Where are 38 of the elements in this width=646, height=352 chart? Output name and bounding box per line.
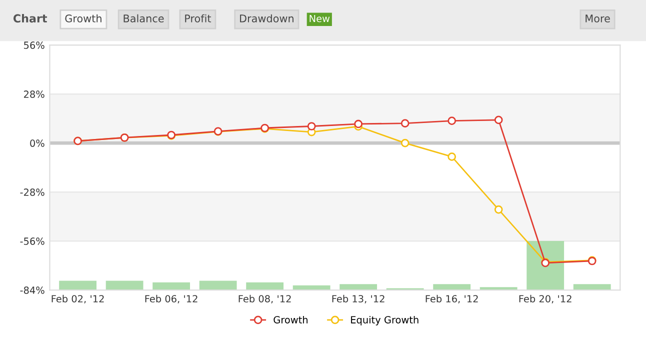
text: Growth [65,14,102,22]
bar [573,284,611,290]
bar [340,284,378,290]
y-tick-label: 0% [30,140,44,147]
text: Drawdown [240,14,294,22]
y-tick-label: 28% [24,90,44,98]
point [448,152,456,161]
y-tick-label: -56% [20,238,44,245]
point [448,116,456,125]
y-tick-label: 56% [24,42,44,49]
bar [199,280,237,290]
point [307,122,316,130]
x-tick-label: Feb 13, '12 [332,294,384,304]
text: Profit [185,14,212,22]
point [400,119,410,128]
point [494,205,503,214]
bar [433,284,471,290]
bar [152,282,190,290]
text: Balance [124,14,164,22]
legend-label: Growth [274,316,308,324]
bar [526,241,564,290]
x-tick-label: Feb 20, '12 [519,294,572,304]
x-tick-label: Feb 06, '12 [145,294,198,304]
point [400,138,410,148]
y-tick-label: -84% [20,286,44,294]
bar [106,280,144,290]
y-tick-label: -28% [20,188,44,196]
point [494,116,503,124]
legend-label: Equity Growth [351,316,418,326]
bar [246,282,284,290]
point [354,120,362,128]
text: New [310,14,330,22]
x-tick-label: Feb 08, '12 [238,294,291,304]
x-tick-label: Feb 16, '12 [426,294,478,304]
bar [59,280,96,290]
text: More [586,14,610,22]
chart-title: Chart [13,14,48,23]
x-tick-label: Feb 02, '12 [52,294,104,304]
